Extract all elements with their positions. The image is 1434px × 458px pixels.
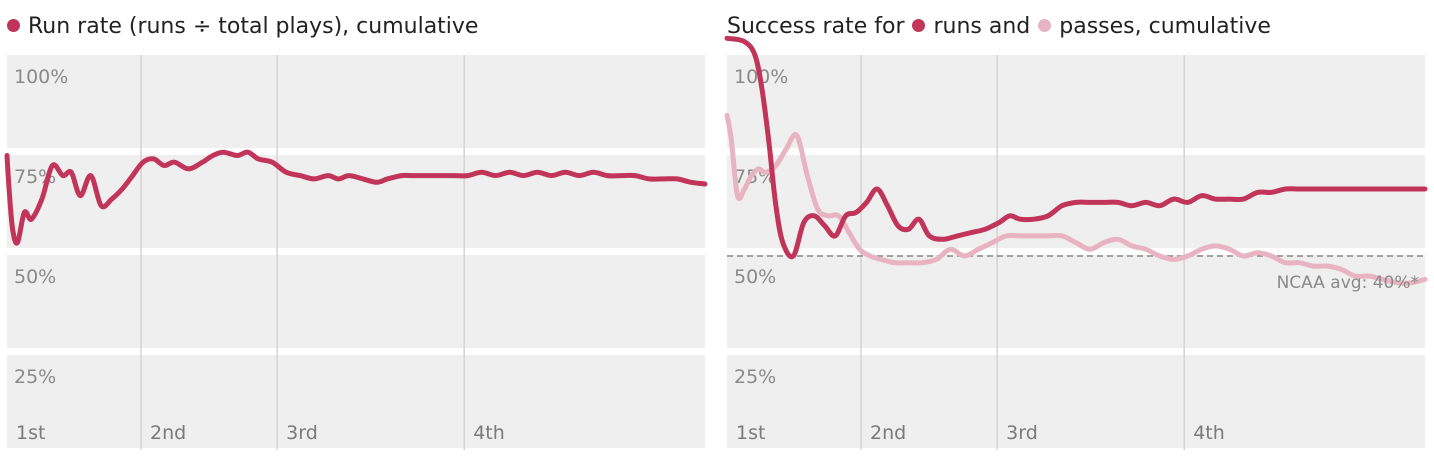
runs-legend-label: runs and: [933, 14, 1031, 39]
passes-legend-dot: [1038, 19, 1052, 32]
run-rate-band-3: [7, 355, 705, 448]
run-rate-x-tick-label: 3rd: [286, 422, 318, 444]
run-rate-y-tick-label: 100%: [14, 66, 68, 88]
success-rate-band-3: [727, 355, 1425, 448]
success-rate-series-line-passes: [724, 112, 1428, 286]
run-rate-y-tick-label: 50%: [14, 266, 56, 288]
success-rate-x-tick-label: 2nd: [870, 422, 906, 444]
success-rate-series-line-runs: [724, 35, 1428, 260]
success-rate-chart-panel: Success rate for runs and passes, cumulati…: [724, 0, 1428, 458]
run-rate-series-line: [4, 149, 708, 246]
run-rate-band-2: [7, 255, 705, 348]
success-rate-y-tick-label: 50%: [734, 266, 776, 288]
success-rate-chart-title: Success rate for runs and passes, cumulati…: [727, 12, 1271, 42]
run-rate-x-tick-label: 1st: [16, 422, 45, 444]
run-rate-x-tick-label: 2nd: [150, 422, 186, 444]
success-rate-band-2: [727, 255, 1425, 348]
run-rate-band-1: [7, 155, 705, 248]
run-rate-chart-title: Run rate (runs ÷ total plays), cumulativ…: [7, 12, 478, 42]
success-rate-y-tick-label: 25%: [734, 366, 776, 388]
run-rate-legend-dot: [7, 19, 20, 32]
run-rate-plot: 100%75%50%25%1st 2nd 3rd 4th: [4, 55, 708, 450]
success-rate-x-tick-label: 3rd: [1006, 422, 1038, 444]
success-rate-band-0: [727, 55, 1425, 148]
success-rate-x-tick-label: 1st: [736, 422, 765, 444]
run-rate-chart-panel: Run rate (runs ÷ total plays), cumulativ…: [4, 0, 708, 458]
success-rate-title-part1: Success rate for: [727, 14, 905, 39]
run-rate-y-tick-label: 25%: [14, 366, 56, 388]
success-rate-ncaa-reference-label: NCAA avg: 40%*: [1277, 273, 1419, 293]
run-rate-title-text: Run rate (runs ÷ total plays), cumulativ…: [28, 14, 479, 39]
run-rate-x-tick-label: 4th: [473, 422, 505, 444]
run-rate-band-0: [7, 55, 705, 148]
success-rate-x-tick-label: 4th: [1193, 422, 1225, 444]
passes-legend-label: passes, cumulative: [1059, 14, 1271, 39]
runs-legend-dot: [912, 19, 926, 32]
